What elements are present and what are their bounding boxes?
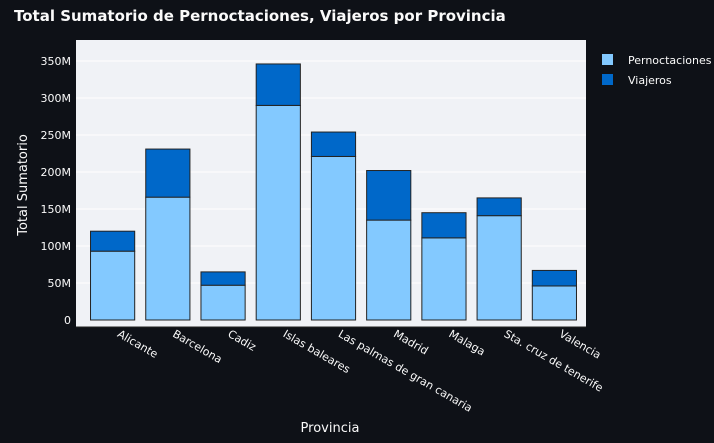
y-tick-label: 0 [64, 314, 71, 327]
bar-pernoctaciones-3[interactable] [255, 104, 301, 321]
y-tick-label: 100M [41, 240, 72, 253]
y-tick-label: 300M [41, 92, 72, 105]
y-axis-title: Total Sumatorio [16, 134, 31, 237]
bar-viajeros-1[interactable] [145, 148, 191, 198]
bar-viajeros-4[interactable] [310, 131, 357, 157]
y-axis-ticks: 0 50M 100M 150M 200M 250M 300M 350M [41, 55, 72, 327]
y-tick-label: 50M [48, 277, 72, 290]
bar-viajeros-0[interactable] [90, 230, 136, 252]
bar-pernoctaciones-5[interactable] [366, 219, 412, 321]
x-tick-label: Malaga [446, 327, 487, 358]
legend-swatch[interactable] [602, 74, 613, 85]
x-tick-label: Valencia [557, 327, 603, 361]
x-tick-label: Alicante [115, 327, 160, 361]
bar-pernoctaciones-4[interactable] [310, 155, 357, 321]
legend-label[interactable]: Viajeros [628, 74, 672, 87]
bar-pernoctaciones-7[interactable] [476, 215, 522, 321]
chart-title: Total Sumatorio de Pernoctaciones, Viaje… [14, 7, 506, 25]
x-tick-label: Madrid [391, 327, 430, 357]
x-tick-label: Sta. cruz de tenerife [502, 327, 606, 394]
bar-viajeros-2[interactable] [200, 271, 246, 286]
x-axis-title: Provincia [301, 421, 360, 436]
y-tick-label: 200M [41, 166, 72, 179]
x-tick-label: Barcelona [170, 327, 224, 366]
bar-viajeros-8[interactable] [531, 269, 577, 287]
legend-label[interactable]: Pernoctaciones [628, 54, 712, 67]
bar-pernoctaciones-0[interactable] [90, 250, 136, 321]
bar-pernoctaciones-1[interactable] [145, 196, 191, 321]
y-tick-label: 350M [41, 55, 72, 68]
bar-viajeros-5[interactable] [366, 170, 412, 221]
x-axis-ticks: Alicante Barcelona Cadiz Islas balearesLas … [115, 327, 605, 414]
bar-pernoctaciones-8[interactable] [531, 285, 577, 321]
bar-viajeros-6[interactable] [421, 212, 467, 239]
bar-viajeros-3[interactable] [255, 63, 301, 106]
bar-pernoctaciones-6[interactable] [421, 237, 467, 321]
legend[interactable]: Pernoctaciones Viajeros [602, 54, 712, 87]
x-tick-label: Cadiz [226, 327, 259, 353]
bar-pernoctaciones-2[interactable] [200, 284, 246, 321]
bar-viajeros-7[interactable] [476, 197, 522, 217]
bars [90, 63, 577, 321]
y-tick-label: 150M [41, 203, 72, 216]
legend-swatch[interactable] [602, 54, 613, 65]
y-tick-label: 250M [41, 129, 72, 142]
